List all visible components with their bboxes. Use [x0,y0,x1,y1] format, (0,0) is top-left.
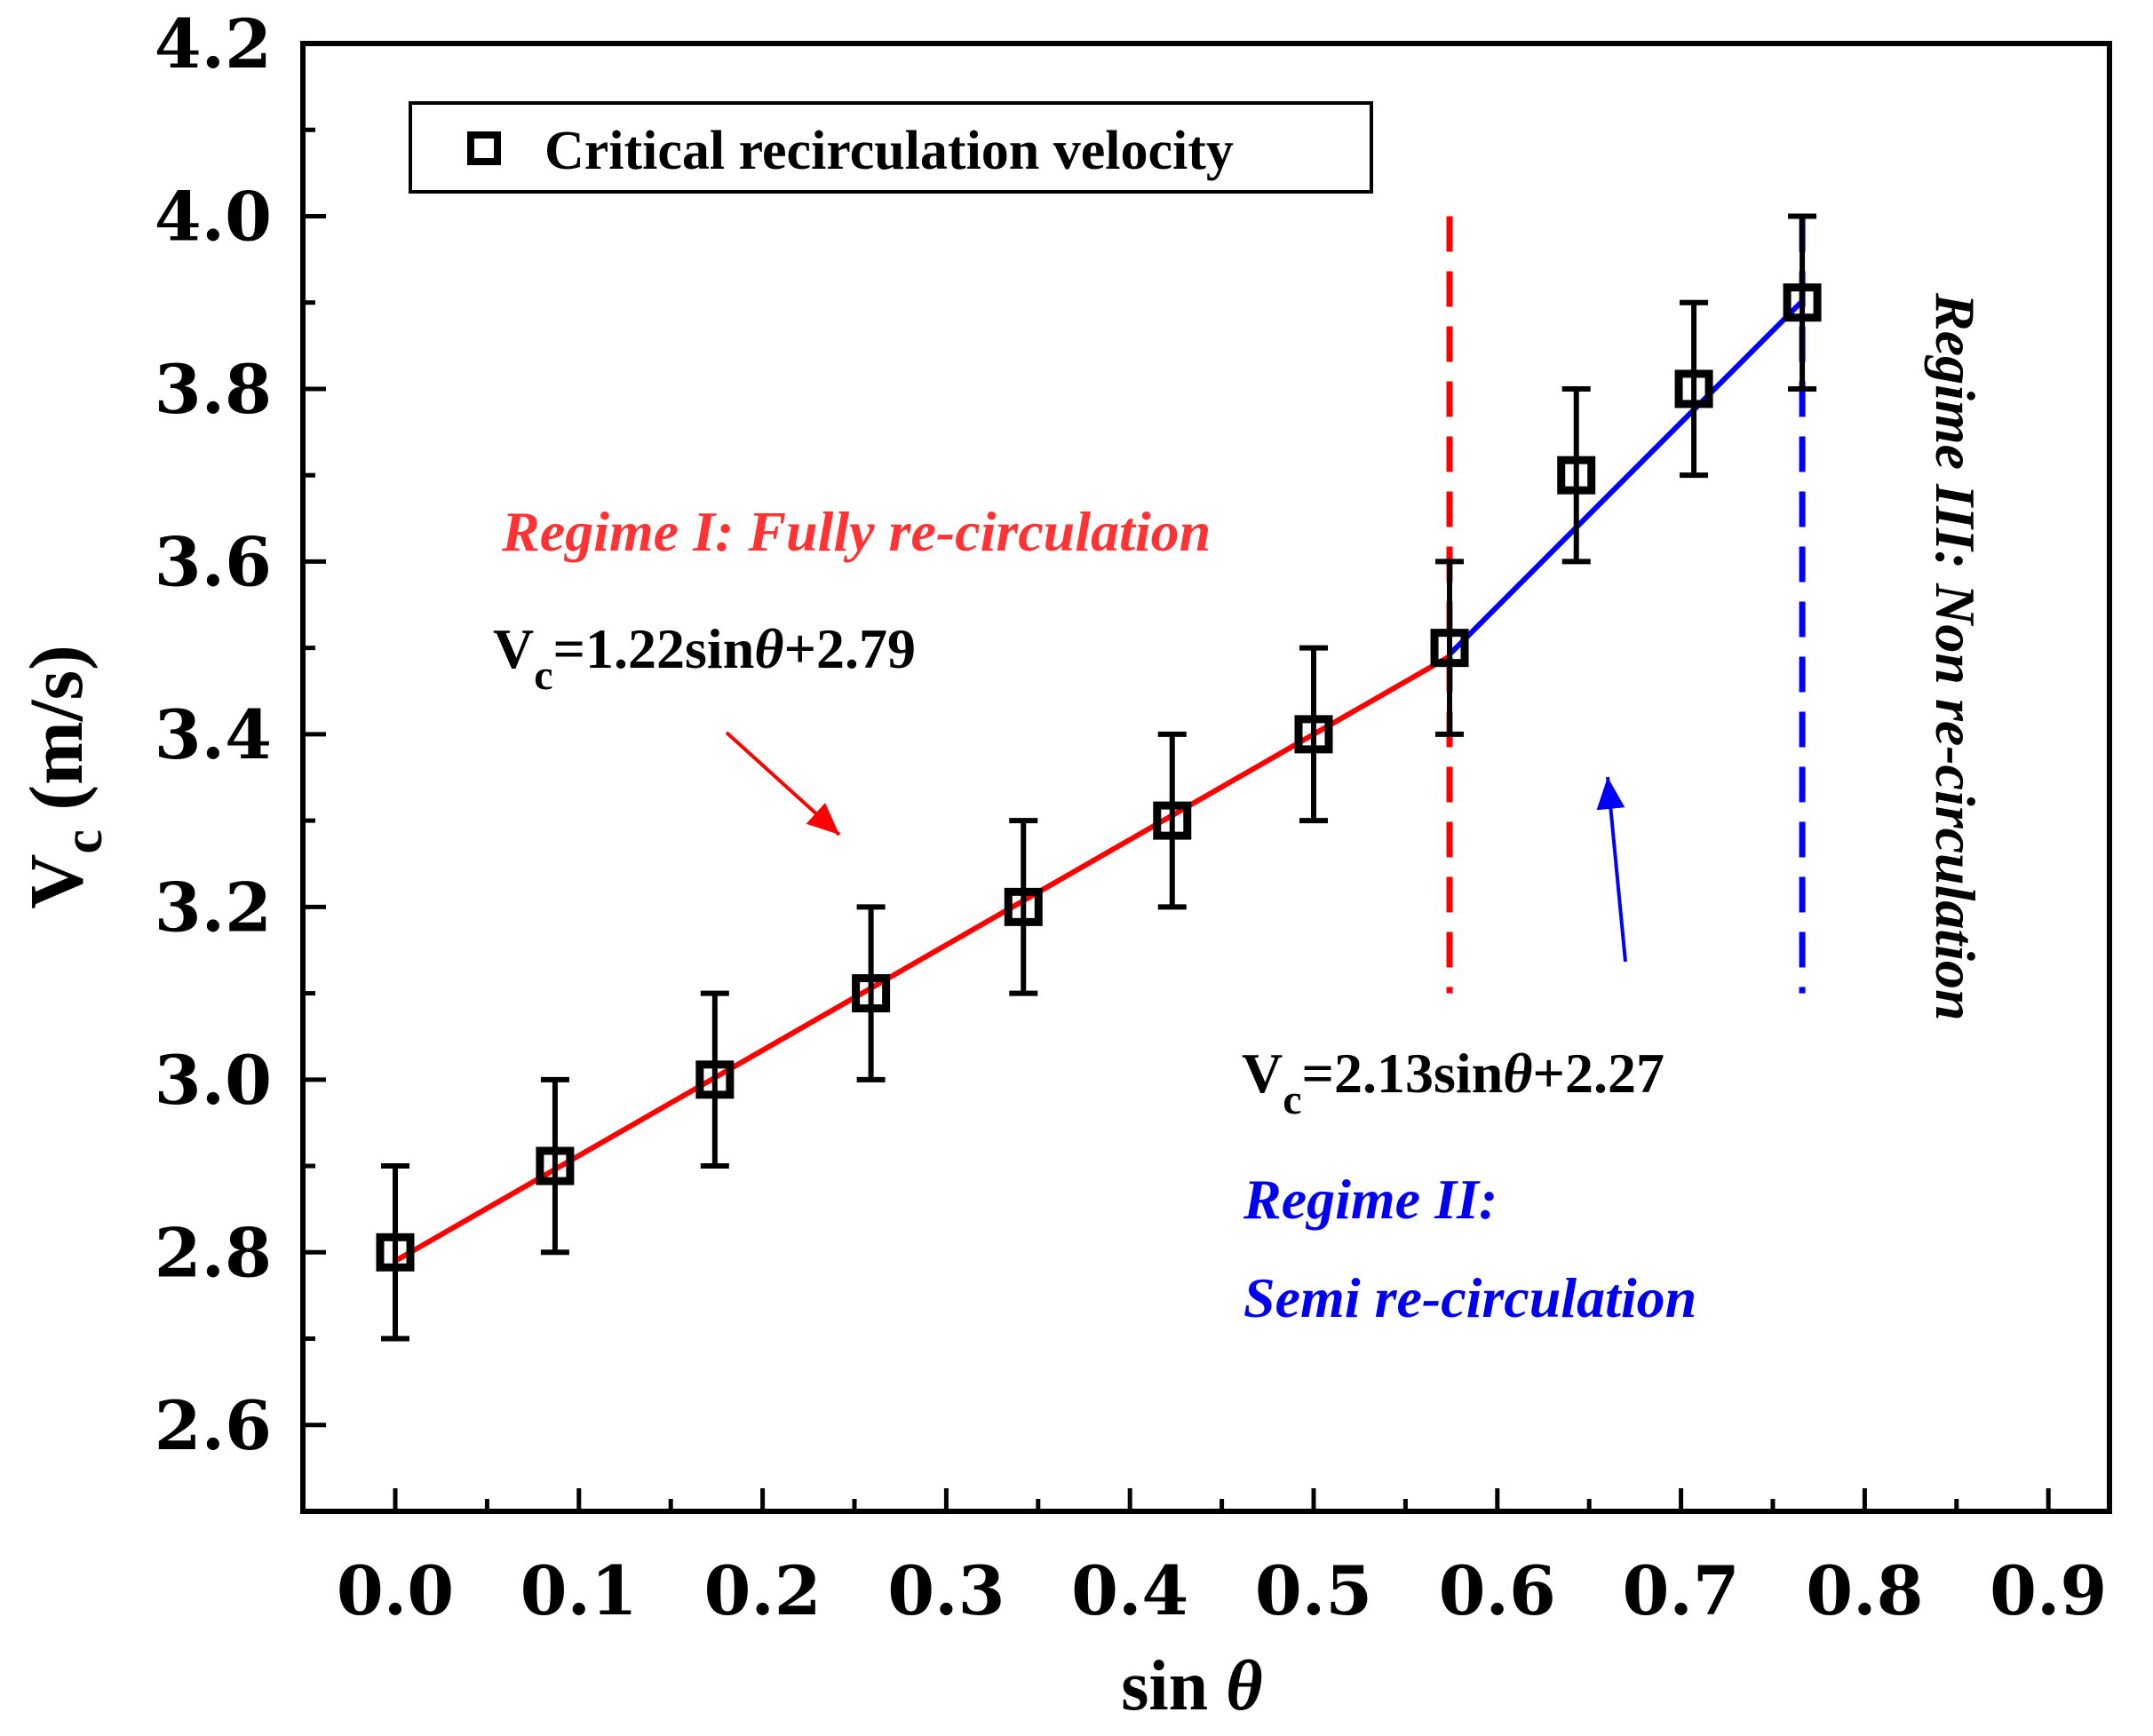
x-tick-label: 0.6 [1439,1551,1556,1630]
y-tick-label: 4.0 [155,177,272,256]
data-point [536,1146,575,1185]
x-tick-label: 0.8 [1806,1551,1923,1630]
x-tick-label: 0.5 [1255,1551,1372,1630]
legend-marker [467,131,501,165]
data-point [1153,801,1192,840]
x-tick-label: 0.2 [703,1551,821,1630]
data-point [1430,629,1469,668]
x-tick-label: 0.7 [1622,1551,1739,1630]
data-points [376,213,1822,1342]
data-point [1674,369,1713,408]
arrow-regime-1 [725,731,841,836]
data-point [1783,283,1822,322]
y-tick-labels: 2.6 2.8 3.0 3.2 3.4 3.6 3.8 4.0 4.2 [155,4,272,1465]
axis-ticks [303,41,2051,1514]
svg-text:Vc (m/s): Vc (m/s) [13,645,114,908]
data-point [376,1233,415,1272]
y-tick-label: 2.6 [155,1386,272,1465]
arrow-regime-2 [1596,776,1627,963]
plot-frame [300,41,2112,1514]
equation-regime-1: Vc=1.22sinθ+2.79 [493,617,916,699]
legend-label: Critical recirculation velocity [544,121,1234,181]
data-point [695,1060,735,1099]
y-tick-label: 2.8 [155,1213,272,1292]
y-tick-label: 3.4 [155,695,272,774]
y-tick-label: 3.8 [155,350,272,429]
annotation-regime-2-line2: Semi re-circulation [1243,1266,1696,1329]
data-point [1557,456,1596,495]
x-tick-labels: 0.0 0.1 0.2 0.3 0.4 0.5 0.6 0.7 0.8 0.9 [337,1551,2107,1630]
x-tick-label: 0.9 [1990,1551,2107,1630]
y-tick-label: 4.2 [155,4,272,83]
y-axis-title: Vc (m/s) [13,645,114,908]
x-tick-label: 0.1 [520,1551,638,1630]
fit-line [1447,299,1805,656]
data-point [1004,887,1043,926]
x-tick-label: 0.4 [1071,1551,1188,1630]
y-tick-label: 3.6 [155,522,272,601]
y-tick-label: 3.2 [155,868,272,947]
x-axis-title: sin θ [1121,1647,1262,1725]
annotation-regime-1: Regime I: Fully re-circulation [501,500,1211,563]
legend-box [409,101,1373,194]
x-tick-label: 0.3 [887,1551,1005,1630]
annotation-regime-3: Regime III: Non re-circulation [1924,292,1987,1021]
y-tick-label: 3.0 [155,1041,272,1120]
legend: Critical recirculation velocity [409,101,1373,194]
annotation-regime-2-line1: Regime II: [1243,1168,1498,1231]
fit-lines [393,299,1805,1264]
x-tick-label: 0.0 [337,1551,454,1630]
data-point [1294,715,1333,754]
equation-regime-2: Vc=2.13sinθ+2.27 [1242,1042,1664,1123]
data-point [852,974,891,1013]
